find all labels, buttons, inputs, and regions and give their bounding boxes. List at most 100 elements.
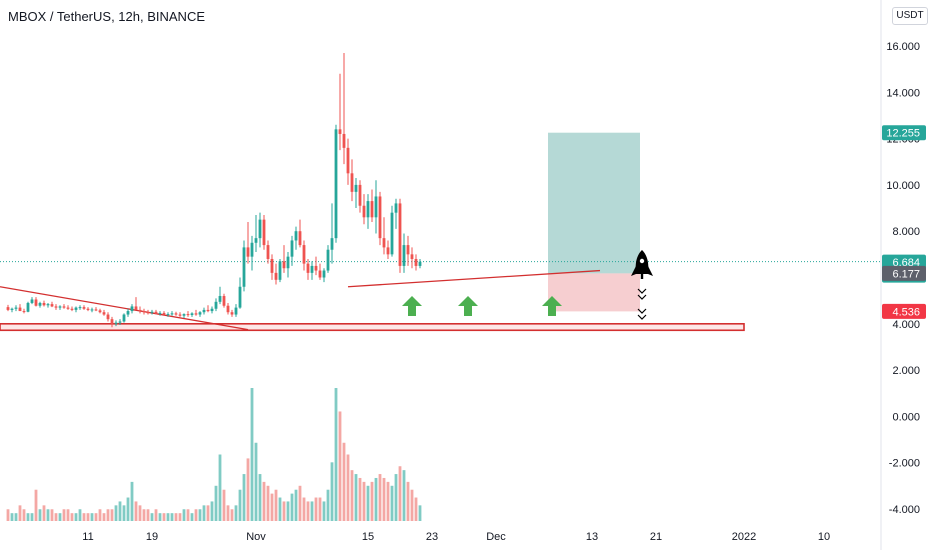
- volume-bar: [6, 509, 10, 521]
- volume-bar: [374, 477, 378, 521]
- candle-body: [134, 306, 138, 310]
- candle-body: [338, 129, 342, 134]
- volume-bar: [338, 411, 342, 521]
- volume-bar: [206, 505, 210, 521]
- target-zone: [548, 132, 640, 274]
- currency-unit-button[interactable]: USDT: [892, 7, 928, 25]
- volume-bar: [86, 513, 90, 521]
- volume-bar: [126, 497, 130, 521]
- volume-bar: [302, 497, 306, 521]
- candle-body: [258, 219, 262, 239]
- y-tick-label: 8.000: [892, 226, 920, 238]
- candle-body: [402, 245, 406, 266]
- volume-bar: [98, 509, 102, 521]
- volume-bar: [190, 513, 194, 521]
- candle-body: [70, 308, 74, 310]
- candle-body: [194, 313, 198, 315]
- price-label-text: 6.177: [892, 268, 920, 280]
- candle-body: [306, 263, 310, 273]
- candle-body: [10, 308, 14, 310]
- candle-body: [234, 307, 238, 315]
- candle-body: [206, 309, 210, 312]
- candle-body: [334, 129, 338, 239]
- volume-bar: [210, 501, 214, 521]
- candle-body: [374, 196, 378, 218]
- price-label-text: 12.255: [886, 128, 920, 140]
- volume-bar: [410, 489, 414, 521]
- up-arrow-icon: [458, 296, 478, 316]
- candle-body: [410, 254, 414, 259]
- candle-body: [314, 265, 318, 271]
- candle-body: [170, 313, 174, 315]
- candle-body: [138, 309, 142, 312]
- volume-bar: [42, 505, 46, 521]
- candle-body: [298, 231, 302, 246]
- y-tick-label: -2.000: [889, 458, 920, 470]
- candle-body: [226, 305, 230, 313]
- volume-bar: [130, 481, 134, 521]
- volume-bar: [70, 513, 74, 521]
- candle-body: [50, 304, 54, 307]
- x-tick-label: 23: [426, 531, 438, 543]
- volume-bar: [274, 489, 278, 521]
- volume-bar: [346, 454, 350, 521]
- volume-bar: [134, 501, 138, 521]
- candle-body: [158, 312, 162, 314]
- volume-bar: [118, 501, 122, 521]
- candle-body: [98, 310, 102, 313]
- x-tick-label: 2022: [732, 531, 756, 543]
- volume-bar: [106, 509, 110, 521]
- volume-bar: [334, 388, 338, 521]
- volume-bar: [362, 481, 366, 521]
- volume-bar: [350, 470, 354, 521]
- volume-bar: [270, 493, 274, 521]
- trade-zones: [548, 132, 640, 312]
- volume-bar: [50, 509, 54, 521]
- y-tick-label: 2.000: [892, 365, 920, 377]
- candle-body: [150, 311, 154, 313]
- volume-bar: [74, 513, 78, 521]
- volume-bar: [310, 501, 314, 521]
- x-tick-label: 10: [818, 531, 830, 543]
- volume-bar: [58, 513, 62, 521]
- candle-body: [30, 299, 34, 303]
- volume-bar: [110, 509, 114, 521]
- candle-body: [230, 312, 234, 315]
- candle-body: [418, 261, 422, 266]
- candle-body: [274, 272, 278, 280]
- price-axis: 16.00014.00012.00010.0008.0004.0002.0000…: [886, 41, 920, 516]
- support-band: [0, 322, 745, 332]
- candle-body: [14, 307, 18, 309]
- candle-body: [38, 302, 42, 306]
- volume-bar: [26, 513, 30, 521]
- volume-bar: [282, 501, 286, 521]
- volume-bar: [242, 474, 246, 521]
- volume-bar: [66, 509, 70, 521]
- volume-bar: [174, 513, 178, 521]
- volume-bars: [6, 388, 422, 521]
- rocket-window: [639, 258, 645, 264]
- volume-bar: [330, 462, 334, 521]
- volume-bar: [38, 509, 42, 521]
- volume-bar: [250, 388, 254, 521]
- trendline: [0, 286, 249, 331]
- candle-body: [354, 184, 358, 192]
- chevron-down-icon: [637, 308, 647, 314]
- candle-body: [326, 249, 330, 271]
- y-tick-label: -4.000: [889, 504, 920, 516]
- y-tick-label: 14.000: [886, 87, 920, 99]
- candle-body: [394, 203, 398, 213]
- volume-bar: [382, 477, 386, 521]
- volume-bar: [158, 513, 162, 521]
- volume-bar: [286, 501, 290, 521]
- volume-bar: [290, 493, 294, 521]
- candle-body: [106, 314, 110, 320]
- candle-body: [198, 312, 202, 315]
- candle-body: [78, 307, 82, 309]
- volume-bar: [246, 458, 250, 521]
- volume-bar: [258, 474, 262, 521]
- volume-bar: [78, 509, 82, 521]
- x-tick-label: 11: [82, 531, 93, 543]
- volume-bar: [254, 442, 258, 521]
- candle-body: [270, 258, 274, 273]
